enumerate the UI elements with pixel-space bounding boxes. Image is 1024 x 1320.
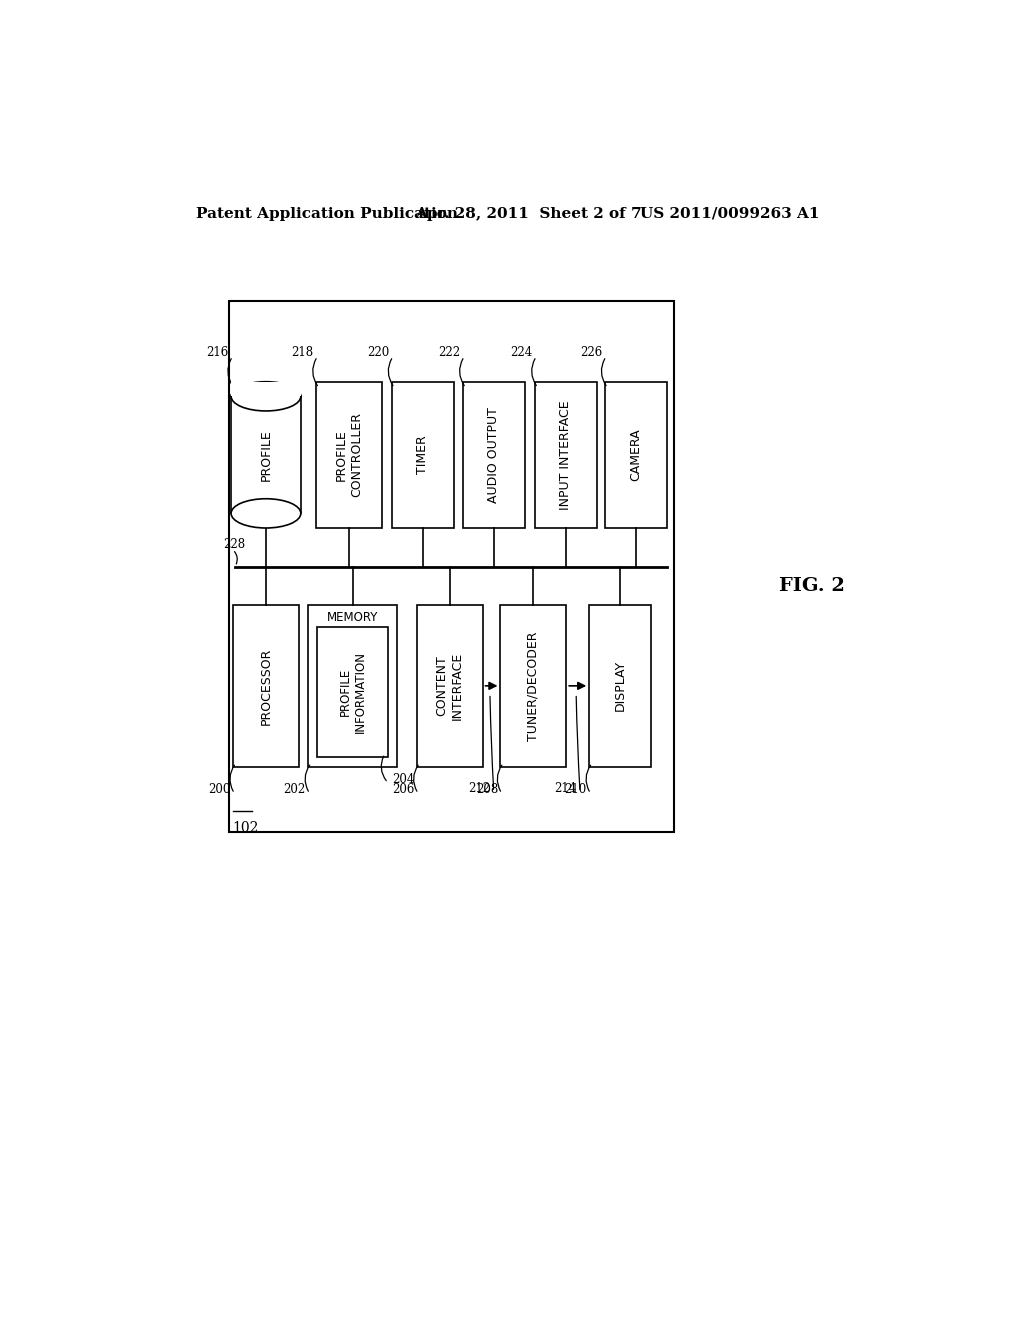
- Bar: [535, 381, 597, 528]
- Text: 226: 226: [580, 346, 602, 359]
- Text: Patent Application Publication: Patent Application Publication: [197, 207, 458, 220]
- Text: PROFILE
INFORMATION: PROFILE INFORMATION: [339, 651, 367, 733]
- Text: 206: 206: [392, 783, 415, 796]
- Text: 228: 228: [223, 539, 246, 552]
- Bar: [417, 605, 482, 767]
- Bar: [589, 605, 651, 767]
- Text: CONTENT
INTERFACE: CONTENT INTERFACE: [435, 652, 464, 719]
- Text: US 2011/0099263 A1: US 2011/0099263 A1: [640, 207, 819, 220]
- Text: 202: 202: [284, 783, 306, 796]
- Text: FIG. 2: FIG. 2: [779, 577, 845, 595]
- Text: 214: 214: [554, 781, 577, 795]
- Ellipse shape: [231, 499, 301, 528]
- Bar: [604, 381, 667, 528]
- Bar: [501, 605, 566, 767]
- Bar: [231, 396, 301, 513]
- Text: TUNER/DECODER: TUNER/DECODER: [526, 631, 540, 741]
- Text: 224: 224: [510, 346, 532, 359]
- Text: DISPLAY: DISPLAY: [613, 660, 627, 711]
- Bar: [316, 381, 382, 528]
- Bar: [391, 381, 454, 528]
- Text: 220: 220: [367, 346, 389, 359]
- Text: 204: 204: [392, 772, 415, 785]
- Text: 216: 216: [207, 346, 228, 359]
- Text: 210: 210: [564, 783, 587, 796]
- Bar: [228, 301, 675, 832]
- Text: PROFILE: PROFILE: [259, 429, 272, 480]
- Text: 102: 102: [232, 821, 259, 834]
- Text: INPUT INTERFACE: INPUT INTERFACE: [559, 400, 572, 510]
- Text: CAMERA: CAMERA: [629, 429, 642, 482]
- Text: TIMER: TIMER: [416, 436, 429, 474]
- Text: AUDIO OUTPUT: AUDIO OUTPUT: [487, 407, 501, 503]
- Text: MEMORY: MEMORY: [327, 611, 379, 624]
- Text: PROCESSOR: PROCESSOR: [259, 647, 272, 725]
- Bar: [317, 627, 388, 758]
- Text: 212: 212: [468, 781, 489, 795]
- Text: 218: 218: [292, 346, 313, 359]
- Text: 200: 200: [208, 783, 230, 796]
- Text: Apr. 28, 2011  Sheet 2 of 7: Apr. 28, 2011 Sheet 2 of 7: [415, 207, 641, 220]
- Bar: [231, 381, 301, 396]
- Text: 222: 222: [438, 346, 461, 359]
- Ellipse shape: [231, 381, 301, 411]
- Text: 208: 208: [476, 783, 498, 796]
- Text: PROFILE
CONTROLLER: PROFILE CONTROLLER: [335, 412, 362, 498]
- Bar: [463, 381, 524, 528]
- Bar: [308, 605, 397, 767]
- Bar: [233, 605, 299, 767]
